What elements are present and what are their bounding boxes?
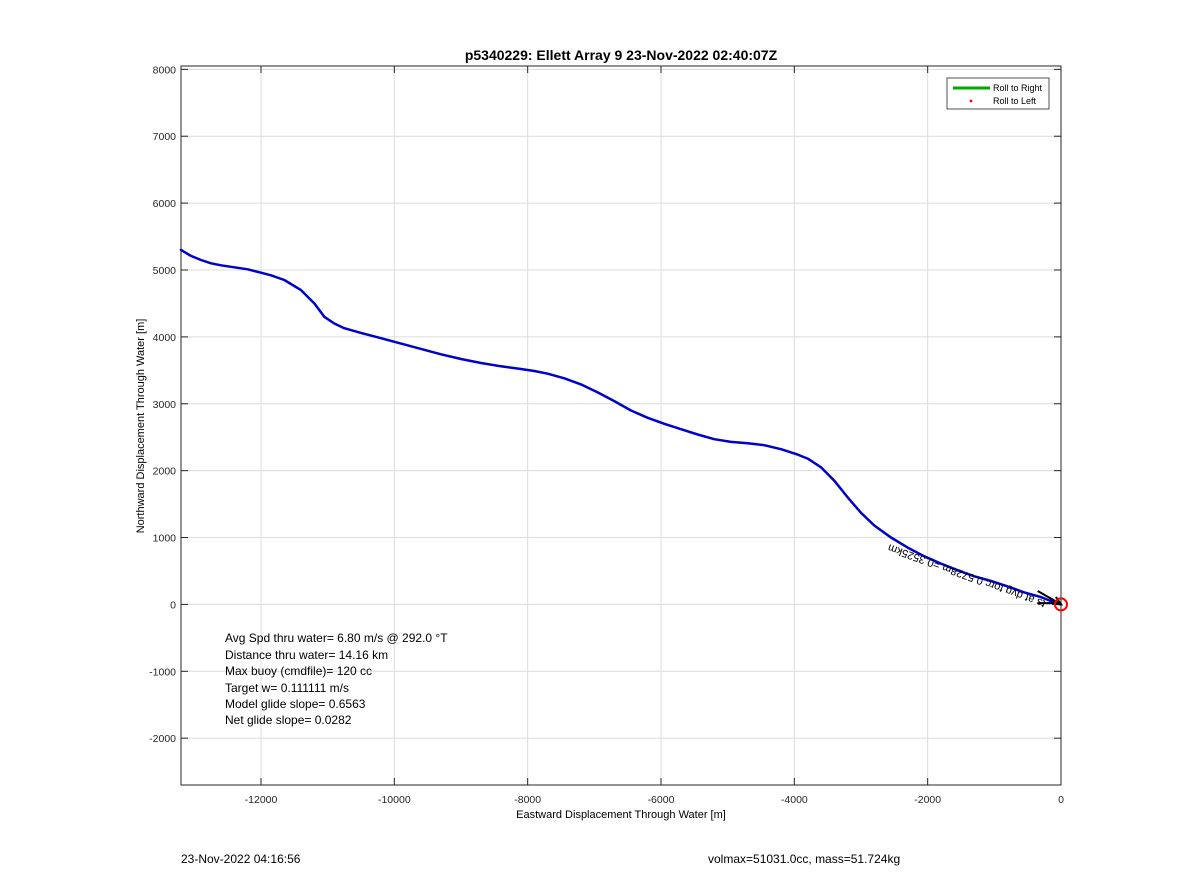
stats-line: Distance thru water= 14.16 km xyxy=(225,648,388,662)
stats-line: Max buoy (cmdfile)= 120 cc xyxy=(225,664,372,678)
y-tick-label: 5000 xyxy=(153,265,177,277)
stats-line: Model glide slope= 0.6563 xyxy=(225,697,366,711)
legend-swatch-roll-left xyxy=(969,99,973,103)
axis-ticks: -12000 -10000 -8000 -6000 -4000 -2000 0-2000-1… xyxy=(149,64,1064,806)
current-vector-label: ts at dvg torc 0.5728m =0.3525km xyxy=(886,541,1047,609)
legend: Roll to Right Roll to Left xyxy=(946,77,1050,110)
end-position-marker xyxy=(1054,597,1068,612)
y-tick-label: 4000 xyxy=(153,332,177,344)
y-tick-label: 0 xyxy=(170,599,176,611)
x-tick-label: -12000 xyxy=(245,794,278,806)
x-tick-label: 0 xyxy=(1058,794,1064,806)
legend-label-roll-right: Roll to Right xyxy=(993,83,1043,93)
x-tick-label: -2000 xyxy=(914,794,941,806)
trajectory-line xyxy=(179,248,1063,606)
stats-line: Net glide slope= 0.0282 xyxy=(225,713,352,727)
y-tick-label: 1000 xyxy=(153,533,177,545)
chart-title: p5340229: Ellett Array 9 23-Nov-2022 02:… xyxy=(465,47,778,63)
y-tick-label: 7000 xyxy=(153,131,177,143)
legend-label-roll-left: Roll to Left xyxy=(993,96,1037,106)
y-tick-label: -1000 xyxy=(149,666,176,678)
x-tick-label: -10000 xyxy=(378,794,411,806)
y-tick-label: 8000 xyxy=(153,64,177,76)
plot-area-frame xyxy=(180,65,1062,786)
x-axis-label: Eastward Displacement Through Water [m] xyxy=(516,809,726,821)
legend-box xyxy=(946,77,1050,110)
x-tick-label: -6000 xyxy=(648,794,675,806)
y-tick-label: -2000 xyxy=(149,733,176,745)
stats-line: Avg Spd thru water= 6.80 m/s @ 292.0 °T xyxy=(225,631,448,645)
y-tick-label: 3000 xyxy=(153,399,177,411)
y-axis-label: Northward Displacement Through Water [m] xyxy=(135,319,147,534)
y-tick-label: 2000 xyxy=(153,466,177,478)
y-tick-label: 6000 xyxy=(153,198,177,210)
footer-info: volmax=51031.0cc, mass=51.724kg xyxy=(708,852,901,866)
series-layer xyxy=(179,248,1063,606)
footer-timestamp: 23-Nov-2022 04:16:56 xyxy=(181,852,301,866)
current-vector-layer xyxy=(1037,590,1068,612)
stats-line: Target w= 0.111111 m/s xyxy=(225,681,349,695)
stats-annotation: Avg Spd thru water= 6.80 m/s @ 292.0 °T … xyxy=(225,631,448,727)
x-tick-label: -4000 xyxy=(781,794,808,806)
x-tick-label: -8000 xyxy=(514,794,541,806)
